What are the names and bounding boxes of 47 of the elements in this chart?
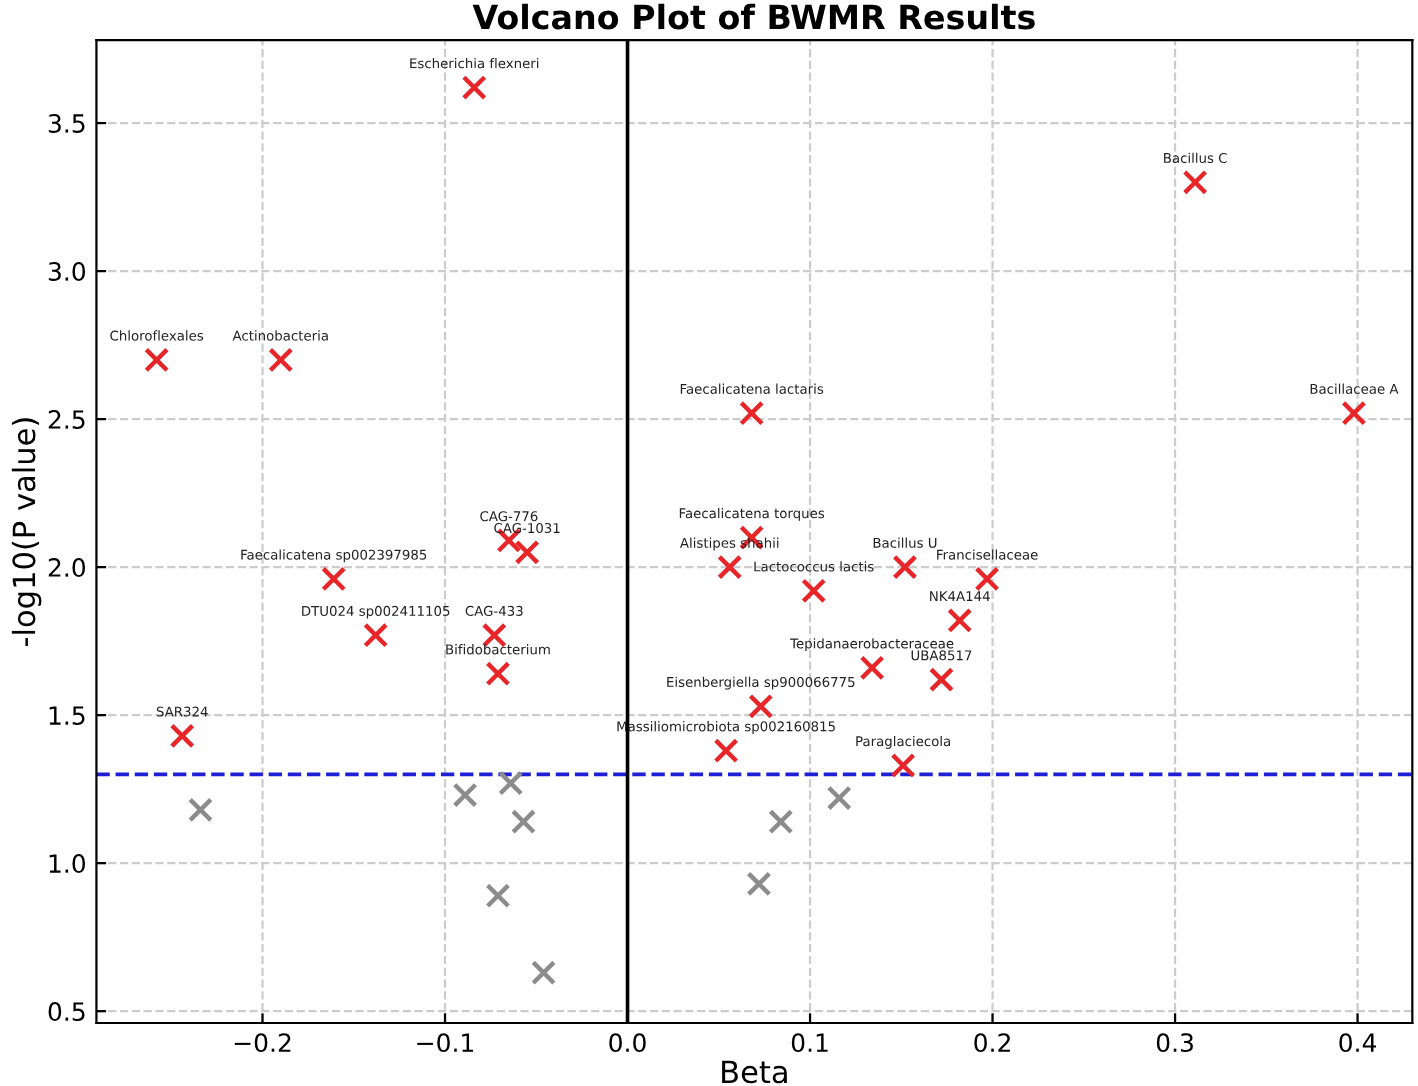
x-tick-label: 0.4	[1339, 1033, 1377, 1053]
x-tick-label: 0.3	[1156, 1033, 1193, 1053]
x-tick-label: 0.1	[791, 1033, 828, 1053]
y-tick-label: 2.5	[48, 410, 85, 429]
point	[510, 809, 537, 835]
y-tick-label: 3.0	[48, 262, 86, 281]
point	[169, 723, 195, 749]
point	[717, 554, 743, 580]
point	[746, 871, 772, 897]
point	[768, 809, 794, 835]
point	[321, 566, 347, 592]
point	[363, 622, 389, 648]
x-tick-label: 0.2	[974, 1033, 1010, 1053]
point	[1341, 400, 1367, 426]
y-axis-title: -log10(P value)	[11, 418, 42, 647]
y-tick-label: 2.0	[48, 558, 86, 577]
point	[713, 738, 739, 764]
point	[947, 607, 973, 633]
point	[531, 960, 557, 986]
point	[1182, 169, 1208, 195]
point	[461, 75, 487, 101]
point	[801, 578, 827, 604]
point	[928, 667, 954, 693]
point	[498, 770, 524, 796]
y-tick-label: 3.5	[48, 114, 85, 133]
point	[739, 400, 765, 426]
point	[890, 752, 916, 778]
point	[892, 554, 918, 580]
y-tick-label: 1.5	[49, 706, 85, 725]
point	[859, 655, 885, 681]
point	[144, 347, 170, 373]
x-tick-label: −0.1	[417, 1033, 474, 1053]
chart-title: Volcano Plot of BWMR Results	[472, 3, 1035, 30]
point	[485, 661, 511, 687]
point	[268, 347, 294, 373]
y-tick-label: 0.5	[48, 1002, 85, 1022]
y-tick-label: 1.0	[49, 854, 86, 874]
x-tick-label: 0.0	[609, 1033, 646, 1053]
point	[485, 883, 511, 909]
x-axis-title: Beta	[722, 1060, 787, 1084]
point	[826, 785, 852, 811]
point	[748, 693, 774, 719]
point	[452, 782, 478, 808]
x-tick-label: −0.2	[234, 1033, 291, 1053]
point	[514, 539, 540, 565]
point	[974, 566, 1000, 592]
point	[187, 797, 213, 823]
